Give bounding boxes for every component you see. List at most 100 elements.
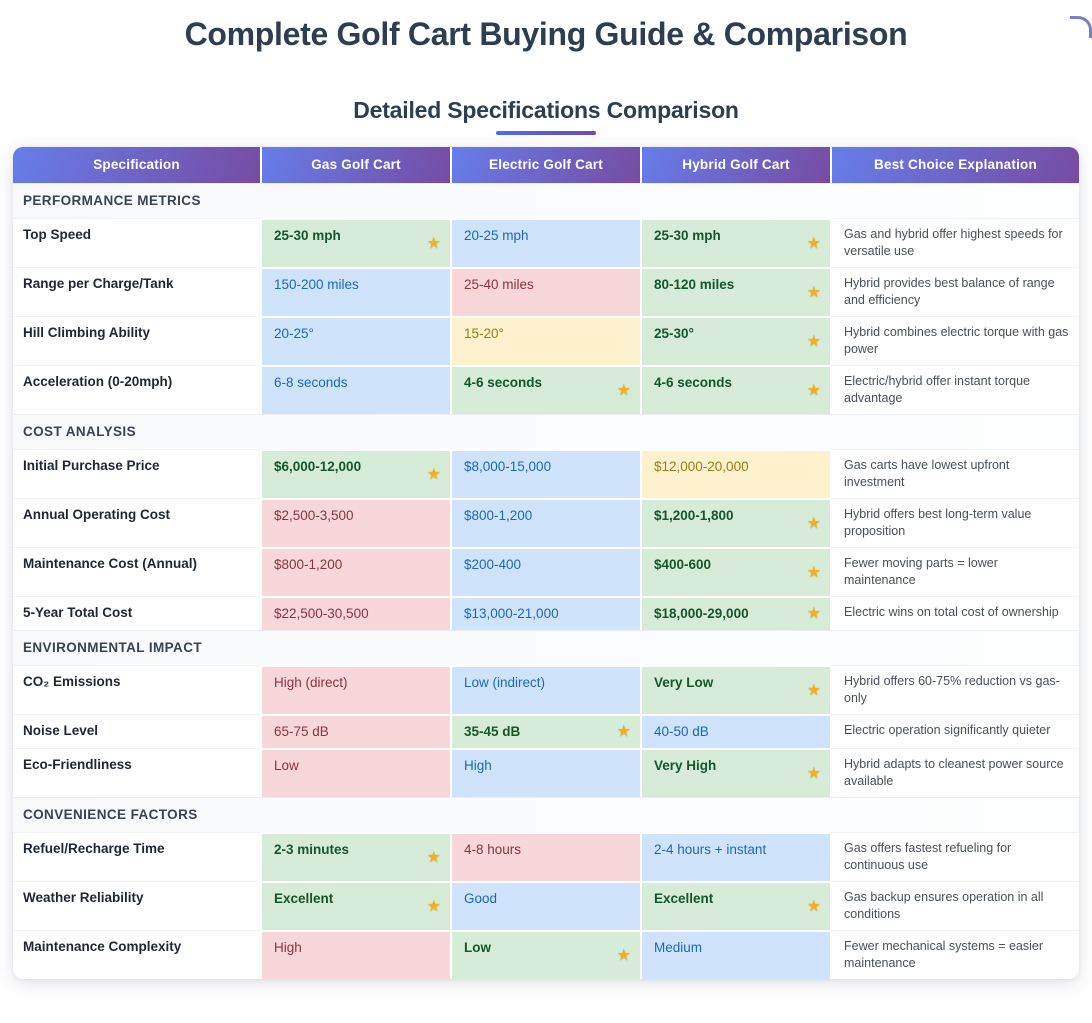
electric-value: 4-6 seconds <box>464 375 543 390</box>
gas-value-cell: 25-30 mph ★ <box>260 218 450 267</box>
hybrid-value: $12,000-20,000 <box>654 459 749 474</box>
gas-value-cell: $22,500-30,500 <box>260 596 450 630</box>
hybrid-value-cell: Medium <box>640 930 830 979</box>
section-row-cost-analysis: COST ANALYSIS <box>13 414 1079 449</box>
hybrid-value: Excellent <box>654 891 714 906</box>
comparison-table: Specification Gas Golf Cart Electric Golf … <box>13 147 1079 979</box>
table-row-noise-level: Noise Level 65-75 dB 35-45 dB ★ 40-50 dB Elec… <box>13 714 1079 748</box>
column-header-best-choice-explanation: Best Choice Explanation <box>830 147 1079 183</box>
electric-value: 15-20° <box>464 326 504 341</box>
table-row-refuel-recharge-time: Refuel/Recharge Time 2-3 minutes ★ 4-8 hour… <box>13 832 1079 881</box>
hybrid-value: 40-50 dB <box>654 724 709 739</box>
hybrid-value: $400-600 <box>654 557 712 572</box>
electric-value-cell: $8,000-15,000 <box>450 449 640 498</box>
electric-value-cell: 20-25 mph <box>450 218 640 267</box>
hybrid-value: $1,200-1,800 <box>654 508 734 523</box>
gas-value: $22,500-30,500 <box>274 606 369 621</box>
hybrid-value-cell: $18,000-29,000 ★ <box>640 596 830 630</box>
hybrid-value: 25-30 mph <box>654 228 721 243</box>
star-icon: ★ <box>806 897 821 915</box>
spec-label: CO₂ Emissions <box>13 665 260 714</box>
hybrid-value: Very Low <box>654 675 714 690</box>
spec-label: Weather Reliability <box>13 881 260 930</box>
gas-value-cell: $800-1,200 <box>260 547 450 596</box>
table-row-maintenance-complexity: Maintenance Complexity High Low ★ Medium Fewe… <box>13 930 1079 979</box>
gas-value: High (direct) <box>274 675 348 690</box>
table-row-5-year-total-cost: 5-Year Total Cost $22,500-30,500 $13,000-2… <box>13 596 1079 630</box>
star-icon: ★ <box>806 563 821 581</box>
gas-value: 2-3 minutes <box>274 842 350 857</box>
spec-label: 5-Year Total Cost <box>13 596 260 630</box>
spec-label: Eco-Friendliness <box>13 748 260 797</box>
page-title: Complete Golf Cart Buying Guide & Compar… <box>184 16 908 52</box>
section-row-convenience-factors: CONVENIENCE FACTORS <box>13 797 1079 832</box>
spec-label: Maintenance Complexity <box>13 930 260 979</box>
spec-label: Range per Charge/Tank <box>13 267 260 316</box>
star-icon: ★ <box>806 381 821 399</box>
table-row-eco-friendliness: Eco-Friendliness Low High Very High ★ Hybrid … <box>13 748 1079 797</box>
spec-label: Maintenance Cost (Annual) <box>13 547 260 596</box>
electric-value: Good <box>464 891 498 906</box>
explanation-cell: Gas backup ensures operation in all cond… <box>830 881 1079 930</box>
hybrid-value-cell: 2-4 hours + instant <box>640 832 830 881</box>
hybrid-value: 4-6 seconds <box>654 375 733 390</box>
gas-value-cell: $2,500-3,500 <box>260 498 450 547</box>
hybrid-value: Very High <box>654 758 717 773</box>
electric-value: High <box>464 758 492 773</box>
hybrid-value: Medium <box>654 940 703 955</box>
star-icon: ★ <box>806 514 821 532</box>
hybrid-value-cell: $400-600 ★ <box>640 547 830 596</box>
table-row-acceleration-0-20mph: Acceleration (0-20mph) 6-8 seconds 4-6 sec… <box>13 365 1079 414</box>
explanation-cell: Hybrid adapts to cleanest power source a… <box>830 748 1079 797</box>
gas-value-cell: 2-3 minutes ★ <box>260 832 450 881</box>
hybrid-value: 25-30° <box>654 326 694 341</box>
gas-value-cell: 20-25° <box>260 316 450 365</box>
explanation-cell: Gas carts have lowest upfront investment <box>830 449 1079 498</box>
column-header-gas-golf-cart: Gas Golf Cart <box>260 147 450 183</box>
gas-value: 150-200 miles <box>274 277 359 292</box>
hybrid-value-cell: Excellent ★ <box>640 881 830 930</box>
explanation-cell: Gas and hybrid offer highest speeds for … <box>830 218 1079 267</box>
star-icon: ★ <box>806 605 821 622</box>
explanation-cell: Hybrid combines electric torque with gas… <box>830 316 1079 365</box>
star-icon: ★ <box>806 332 821 350</box>
electric-value-cell: 25-40 miles <box>450 267 640 316</box>
column-header-specification: Specification <box>13 147 260 183</box>
heading-underline <box>496 131 596 135</box>
page: Complete Golf Cart Buying Guide & Compar… <box>0 16 1092 1023</box>
gas-value: Low <box>274 758 299 773</box>
explanation-cell: Fewer moving parts = lower maintenance <box>830 547 1079 596</box>
section-row-performance-metrics: PERFORMANCE METRICS <box>13 183 1079 218</box>
electric-value-cell: 4-8 hours <box>450 832 640 881</box>
table-row-hill-climbing-ability: Hill Climbing Ability 20-25° 15-20° 25-30° ★… <box>13 316 1079 365</box>
hybrid-value: 80-120 miles <box>654 277 735 292</box>
table-header-row: Specification Gas Golf Cart Electric Golf … <box>13 147 1079 183</box>
gas-value: Excellent <box>274 891 334 906</box>
star-icon: ★ <box>616 381 631 399</box>
star-icon: ★ <box>426 848 441 866</box>
hybrid-value-cell: 80-120 miles ★ <box>640 267 830 316</box>
spec-label: Hill Climbing Ability <box>13 316 260 365</box>
star-icon: ★ <box>806 234 821 252</box>
electric-value-cell: 35-45 dB ★ <box>450 714 640 748</box>
spec-label: Initial Purchase Price <box>13 449 260 498</box>
spec-label: Acceleration (0-20mph) <box>13 365 260 414</box>
star-icon: ★ <box>806 681 821 699</box>
electric-value-cell: 4-6 seconds ★ <box>450 365 640 414</box>
hybrid-value: 2-4 hours + instant <box>654 842 767 857</box>
gas-value-cell: 65-75 dB <box>260 714 450 748</box>
section-title: ENVIRONMENTAL IMPACT <box>13 630 1079 665</box>
gas-value: 65-75 dB <box>274 724 329 739</box>
electric-value-cell: $800-1,200 <box>450 498 640 547</box>
explanation-cell: Fewer mechanical systems = easier mainte… <box>830 930 1079 979</box>
electric-value: $800-1,200 <box>464 508 533 523</box>
explanation-cell: Electric wins on total cost of ownership <box>830 596 1079 630</box>
explanation-cell: Hybrid offers best long-term value propo… <box>830 498 1079 547</box>
star-icon: ★ <box>616 946 631 964</box>
hybrid-value-cell: 40-50 dB <box>640 714 830 748</box>
electric-value-cell: $13,000-21,000 <box>450 596 640 630</box>
explanation-cell: Hybrid provides best balance of range an… <box>830 267 1079 316</box>
hybrid-value-cell: 25-30° ★ <box>640 316 830 365</box>
hybrid-value-cell: $12,000-20,000 <box>640 449 830 498</box>
spec-label: Annual Operating Cost <box>13 498 260 547</box>
